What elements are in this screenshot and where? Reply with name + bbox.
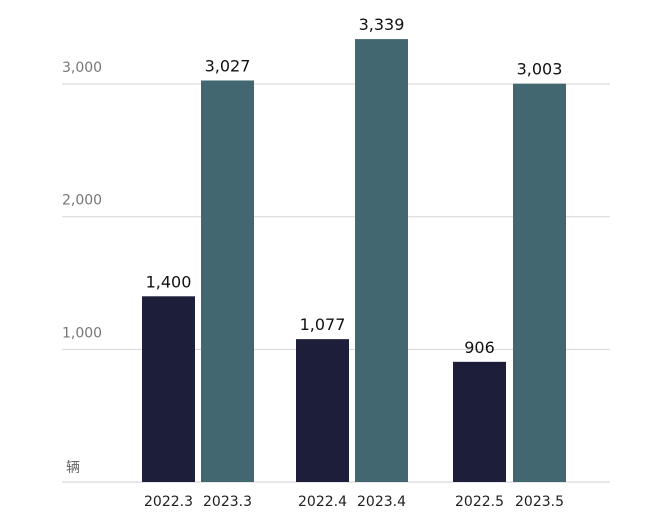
y-tick-label-2000: 2,000 bbox=[62, 193, 102, 209]
y-axis-layer: 辆 1,000 2,000 3,000 bbox=[62, 60, 102, 476]
x-tick-label-2022-3: 2022.3 bbox=[144, 494, 193, 510]
y-tick-label-3000: 3,000 bbox=[62, 60, 102, 76]
bar-2023-5 bbox=[513, 83, 566, 482]
value-label-2022-3: 1,400 bbox=[146, 272, 192, 291]
bar-2023-3 bbox=[201, 80, 254, 482]
value-label-2022-4: 1,077 bbox=[300, 315, 346, 334]
y-tick-label-1000: 1,000 bbox=[62, 325, 102, 341]
x-tick-label-2022-4: 2022.4 bbox=[298, 494, 347, 510]
y-axis-unit-label: 辆 bbox=[66, 460, 80, 476]
x-tick-label-2023-5: 2023.5 bbox=[515, 494, 564, 510]
x-tick-label-2022-5: 2022.5 bbox=[455, 494, 504, 510]
value-label-2023-3: 3,027 bbox=[205, 56, 251, 75]
x-axis-layer: 2022.3 2023.3 2022.4 2023.4 2022.5 2023.5 bbox=[144, 494, 564, 510]
value-label-2022-5: 906 bbox=[464, 338, 495, 357]
x-tick-label-2023-4: 2023.4 bbox=[357, 494, 406, 510]
bar-2022-4 bbox=[296, 339, 349, 482]
value-label-2023-4: 3,339 bbox=[359, 15, 405, 34]
value-label-2023-5: 3,003 bbox=[517, 60, 563, 79]
bar-2022-5 bbox=[453, 361, 506, 482]
label-layer: 1,400 3,027 1,077 3,339 906 3,003 bbox=[146, 15, 563, 357]
bar-2023-4 bbox=[355, 39, 408, 483]
x-tick-label-2023-3: 2023.3 bbox=[203, 494, 252, 510]
bar-layer bbox=[142, 39, 566, 483]
bar-2022-3 bbox=[142, 296, 195, 482]
